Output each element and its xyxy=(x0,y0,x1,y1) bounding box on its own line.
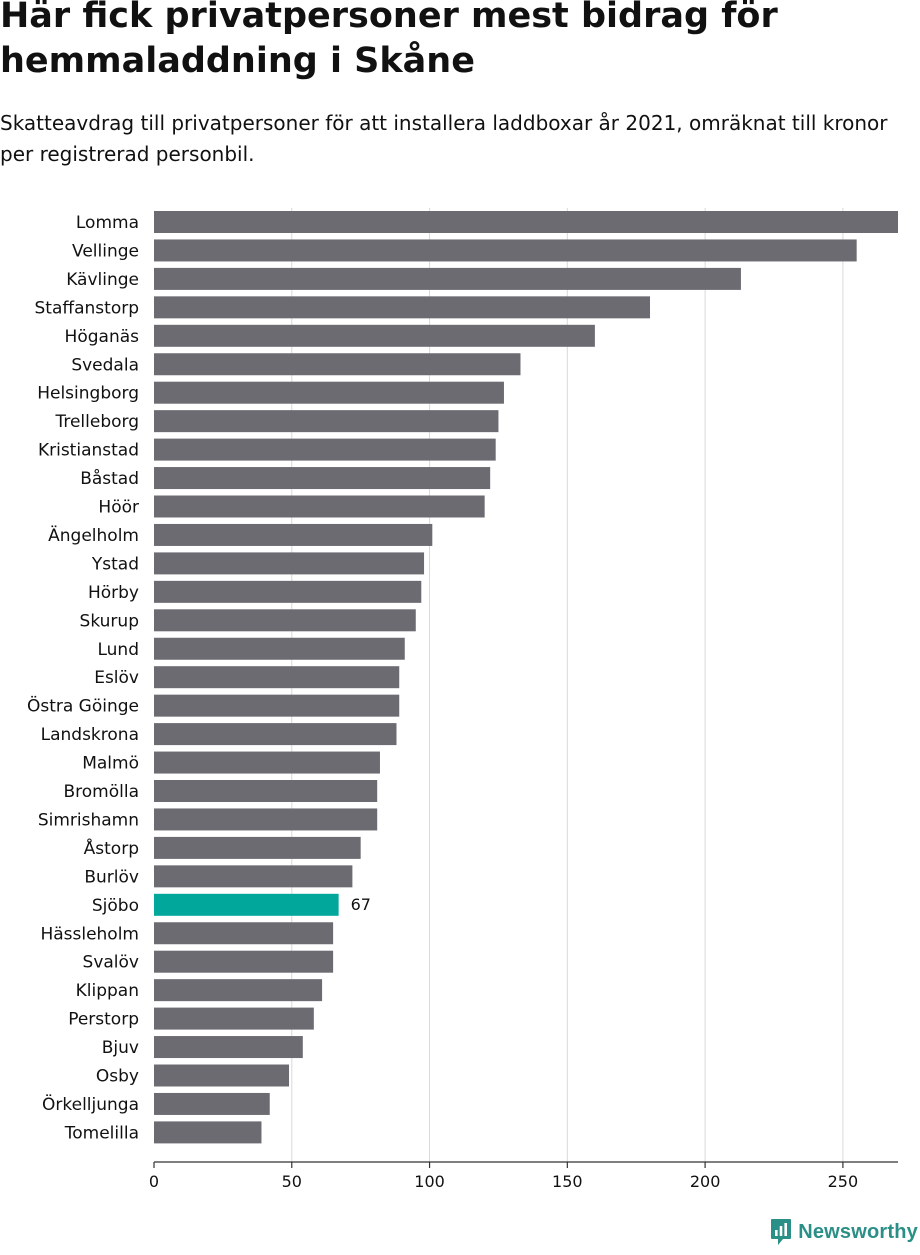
bar xyxy=(154,467,491,490)
bar-highlight xyxy=(154,893,339,916)
bar xyxy=(154,751,380,774)
bar xyxy=(154,1007,314,1030)
category-label: Hässleholm xyxy=(40,924,139,944)
x-tick-label: 100 xyxy=(414,1172,445,1191)
bar xyxy=(154,438,496,461)
category-label: Höör xyxy=(98,498,139,518)
bar xyxy=(154,694,400,717)
bar xyxy=(154,808,378,831)
newsworthy-logo-icon xyxy=(771,1219,792,1245)
category-label: Klippan xyxy=(76,981,139,1001)
category-label: Burlöv xyxy=(84,867,139,887)
category-label: Malmö xyxy=(82,754,139,774)
bar xyxy=(154,552,425,575)
bar-chart: Lomma Vellinge Kävlinge Staffanstorp Höganäs… xyxy=(27,208,898,1191)
category-label: Trelleborg xyxy=(54,412,139,432)
category-label: Östra Göinge xyxy=(27,695,139,717)
category-label: Bjuv xyxy=(102,1038,139,1058)
bar xyxy=(154,239,857,262)
category-label: Skurup xyxy=(80,611,139,631)
bar xyxy=(154,1036,303,1059)
bar xyxy=(154,523,433,546)
bar xyxy=(154,381,504,404)
bar xyxy=(154,950,334,973)
chart-subtitle: Skatteavdrag till privatpersoner för att… xyxy=(0,111,888,166)
category-label: Örkelljunga xyxy=(42,1093,139,1115)
bar xyxy=(154,296,650,319)
bar xyxy=(154,353,521,376)
bar xyxy=(154,1092,270,1115)
bar xyxy=(154,580,422,603)
bar xyxy=(154,324,595,347)
category-label: Höganäs xyxy=(65,327,140,347)
bar xyxy=(154,922,334,945)
category-label: Landskrona xyxy=(41,725,139,745)
category-label: Hörby xyxy=(88,583,139,603)
bar xyxy=(154,865,353,888)
category-label: Ystad xyxy=(91,554,139,574)
category-label: Lomma xyxy=(76,213,139,233)
bar xyxy=(154,609,416,632)
category-label: Åstorp xyxy=(84,837,139,859)
category-label: Eslöv xyxy=(94,668,139,688)
newsworthy-logo: Newsworthy xyxy=(770,1217,918,1247)
data-label: 67 xyxy=(351,895,371,914)
category-label: Perstorp xyxy=(68,1010,139,1030)
bar xyxy=(154,1121,262,1144)
category-label: Ängelholm xyxy=(48,525,139,546)
bar xyxy=(154,723,397,746)
bar xyxy=(154,637,405,660)
bar xyxy=(154,267,741,290)
category-label: Svalöv xyxy=(83,953,139,973)
bar xyxy=(154,211,898,233)
category-label: Tomelilla xyxy=(64,1123,139,1143)
chart-title: Här fick privatpersoner mest bidrag för … xyxy=(0,0,778,81)
category-label: Bromölla xyxy=(63,782,139,802)
bar xyxy=(154,666,400,689)
x-tick-label: 50 xyxy=(282,1172,302,1191)
bar xyxy=(154,836,361,859)
bar xyxy=(154,1064,290,1087)
category-label: Simrishamn xyxy=(38,810,139,830)
bar xyxy=(154,780,378,802)
x-tick-label: 150 xyxy=(552,1172,583,1191)
category-label: Helsingborg xyxy=(37,384,139,404)
bar xyxy=(154,410,499,433)
bar xyxy=(154,979,323,1002)
category-label: Staffanstorp xyxy=(35,298,139,318)
category-label: Kävlinge xyxy=(66,270,139,290)
x-tick-label: 200 xyxy=(690,1172,721,1191)
category-label: Kristianstad xyxy=(38,441,139,461)
category-label: Lund xyxy=(97,640,139,660)
category-label: Båstad xyxy=(80,468,139,489)
category-label: Osby xyxy=(96,1067,139,1087)
category-label: Sjöbo xyxy=(92,896,139,916)
brand-name: Newsworthy xyxy=(798,1220,918,1243)
bar xyxy=(154,495,485,518)
category-label: Vellinge xyxy=(72,241,139,261)
x-tick-label: 250 xyxy=(828,1172,859,1191)
category-label: Svedala xyxy=(71,355,139,375)
x-tick-label: 0 xyxy=(149,1172,159,1191)
